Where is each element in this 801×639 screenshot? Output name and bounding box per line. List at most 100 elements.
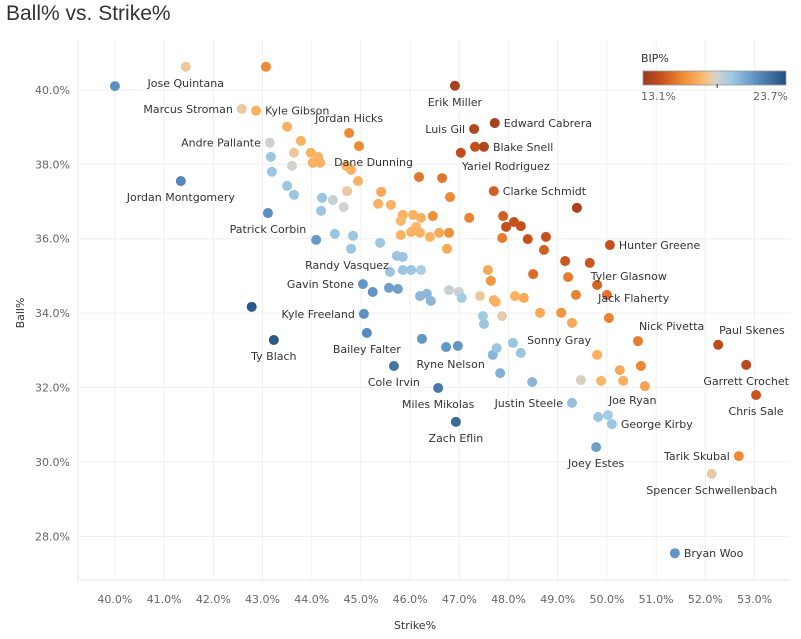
data-point[interactable] [358, 308, 369, 319]
data-point[interactable] [346, 243, 357, 254]
data-point[interactable] [327, 195, 338, 206]
data-point[interactable] [109, 81, 120, 92]
data-point[interactable] [397, 251, 408, 262]
data-point[interactable] [538, 244, 549, 255]
data-point[interactable] [669, 548, 680, 559]
data-point[interactable] [266, 166, 277, 177]
data-point[interactable] [528, 269, 539, 280]
data-point[interactable] [602, 410, 613, 421]
data-point[interactable] [348, 230, 359, 241]
data-point[interactable] [592, 279, 603, 290]
data-point[interactable] [295, 135, 306, 146]
data-point[interactable] [477, 311, 488, 322]
data-point[interactable] [289, 147, 300, 158]
data-point[interactable] [311, 234, 322, 245]
data-point[interactable] [575, 375, 586, 386]
data-point[interactable] [395, 230, 406, 241]
data-point[interactable] [635, 361, 646, 372]
data-point[interactable] [289, 189, 300, 200]
data-point[interactable] [352, 176, 363, 187]
data-point[interactable] [485, 275, 496, 286]
data-point[interactable] [376, 186, 387, 197]
data-point[interactable] [268, 334, 279, 345]
data-point[interactable] [342, 186, 353, 197]
data-point[interactable] [338, 202, 349, 213]
data-point[interactable] [265, 151, 276, 162]
data-point[interactable] [385, 199, 396, 210]
data-point[interactable] [282, 180, 293, 191]
data-point[interactable] [535, 307, 546, 318]
data-point[interactable] [305, 147, 316, 158]
data-point[interactable] [497, 232, 508, 243]
data-point[interactable] [584, 257, 595, 268]
data-point[interactable] [392, 283, 403, 294]
data-point[interactable] [488, 186, 499, 197]
data-point[interactable] [329, 228, 340, 239]
data-point[interactable] [425, 295, 436, 306]
data-point[interactable] [632, 336, 643, 347]
data-point[interactable] [395, 215, 406, 226]
data-point[interactable] [601, 289, 612, 300]
data-point[interactable] [567, 317, 578, 328]
data-point[interactable] [491, 343, 502, 354]
data-point[interactable] [444, 227, 455, 238]
data-point[interactable] [498, 211, 509, 222]
data-point[interactable] [315, 157, 326, 168]
data-point[interactable] [262, 208, 273, 219]
data-point[interactable] [444, 285, 455, 296]
data-point[interactable] [515, 221, 526, 232]
data-point[interactable] [563, 272, 574, 283]
data-point[interactable] [567, 397, 578, 408]
data-point[interactable] [604, 240, 615, 251]
data-point[interactable] [344, 128, 355, 139]
data-point[interactable] [449, 80, 460, 91]
data-point[interactable] [357, 279, 368, 290]
data-point[interactable] [434, 227, 445, 238]
data-point[interactable] [361, 327, 372, 338]
data-point[interactable] [522, 234, 533, 245]
data-point[interactable] [388, 361, 399, 372]
data-point[interactable] [441, 342, 452, 353]
data-point[interactable] [444, 192, 455, 203]
data-point[interactable] [527, 377, 538, 388]
data-point[interactable] [751, 390, 762, 401]
data-point[interactable] [603, 313, 614, 324]
data-point[interactable] [455, 147, 466, 158]
data-point[interactable] [490, 296, 501, 307]
data-point[interactable] [397, 264, 408, 275]
data-point[interactable] [482, 264, 493, 275]
data-point[interactable] [413, 171, 424, 182]
data-point[interactable] [706, 468, 717, 479]
data-point[interactable] [433, 382, 444, 393]
data-point[interactable] [606, 419, 617, 430]
data-point[interactable] [353, 141, 364, 152]
data-point[interactable] [367, 286, 378, 297]
data-point[interactable] [596, 375, 607, 386]
data-point[interactable] [246, 301, 257, 312]
data-point[interactable] [346, 164, 357, 175]
data-point[interactable] [470, 141, 481, 152]
data-point[interactable] [713, 339, 724, 350]
data-point[interactable] [450, 416, 461, 427]
data-point[interactable] [424, 231, 435, 242]
data-point[interactable] [175, 176, 186, 187]
data-point[interactable] [618, 375, 629, 386]
data-point[interactable] [406, 227, 417, 238]
data-point[interactable] [384, 266, 395, 277]
data-point[interactable] [475, 291, 486, 302]
data-point[interactable] [515, 347, 526, 358]
data-point[interactable] [375, 237, 386, 248]
data-point[interactable] [489, 117, 500, 128]
data-point[interactable] [614, 365, 625, 376]
data-point[interactable] [260, 61, 271, 72]
data-point[interactable] [316, 205, 327, 216]
data-point[interactable] [571, 202, 582, 213]
data-point[interactable] [251, 105, 262, 116]
data-point[interactable] [741, 359, 752, 370]
data-point[interactable] [373, 198, 384, 209]
data-point[interactable] [495, 368, 506, 379]
data-point[interactable] [415, 264, 426, 275]
data-point[interactable] [264, 137, 275, 148]
data-point[interactable] [733, 451, 744, 462]
data-point[interactable] [437, 173, 448, 184]
